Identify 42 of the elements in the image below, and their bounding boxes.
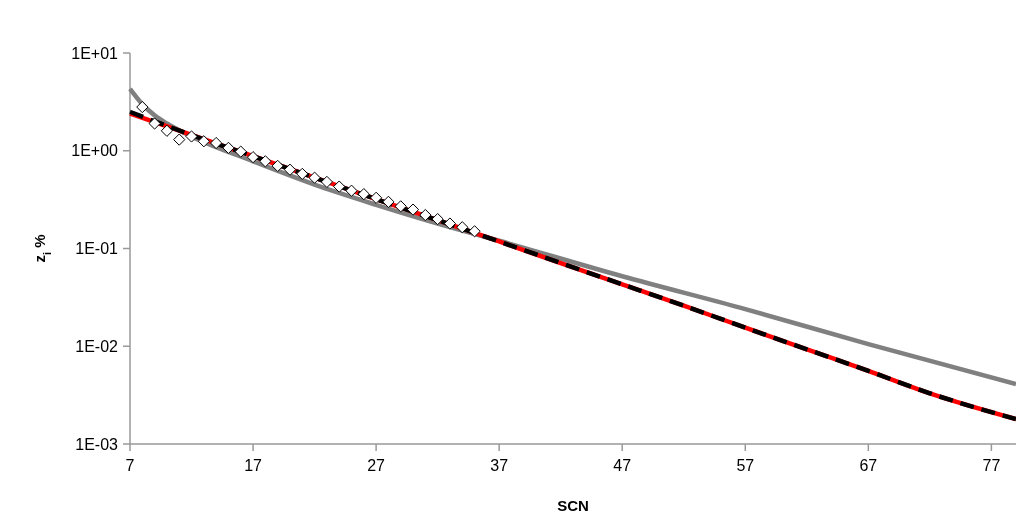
x-tick-label: 7: [125, 457, 135, 474]
point: [271, 159, 284, 172]
x-tick-label: 47: [613, 457, 632, 474]
line-series: [127, 86, 1016, 387]
x-tick-label: 27: [367, 457, 386, 474]
point: [160, 124, 174, 137]
y-tick-label: 1E+00: [71, 142, 119, 160]
point: [456, 221, 469, 234]
point: [406, 203, 420, 216]
y-tick-label: 1E+01: [71, 44, 119, 62]
point: [345, 184, 358, 197]
point: [222, 141, 235, 154]
x-tick-label: 17: [244, 457, 263, 474]
point: [394, 200, 407, 213]
point: [283, 163, 297, 176]
x-tick-label: 67: [859, 457, 878, 474]
x-axis-title: SCN: [557, 497, 589, 514]
point: [234, 145, 247, 158]
point: [296, 167, 309, 180]
point: [357, 188, 370, 201]
point: [370, 191, 383, 204]
point: [308, 171, 321, 184]
x-tick-label: 37: [490, 457, 509, 474]
point: [320, 175, 333, 189]
point: [259, 155, 272, 168]
x-tick-label: 77: [982, 457, 1001, 474]
point: [382, 195, 395, 208]
point: [148, 117, 161, 130]
point: [136, 100, 149, 114]
point: [197, 135, 210, 148]
y-tick-label: 1E-03: [75, 435, 119, 453]
point: [443, 217, 457, 230]
point: [246, 151, 260, 164]
y-tick-label: 1E-02: [75, 337, 119, 355]
point: [431, 212, 444, 226]
point: [185, 130, 198, 143]
x-tick-label: 57: [736, 457, 755, 474]
point: [468, 225, 481, 238]
point: [210, 136, 223, 150]
y-tick-label: 1E-01: [75, 240, 119, 258]
point: [333, 180, 346, 193]
point: [419, 208, 432, 222]
